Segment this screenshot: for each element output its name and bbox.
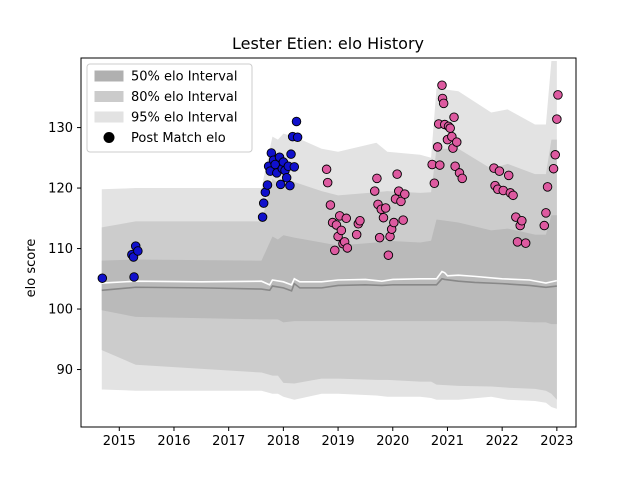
elo-point-late-32 xyxy=(400,189,410,199)
elo-point-early-3 xyxy=(129,272,139,282)
elo-point-late-44 xyxy=(445,123,455,133)
legend-swatch-2 xyxy=(94,111,124,123)
elo-point-late-64 xyxy=(520,238,531,248)
y-tick-label-100: 100 xyxy=(48,303,73,318)
y-tick-label-120: 120 xyxy=(48,182,73,197)
axes: 2015 2016 2017 2018 2019 2020 2021 2022 2023 90 10… xyxy=(48,57,577,449)
elo-point-late-22 xyxy=(380,203,391,213)
elo-point-late-61 xyxy=(512,237,523,247)
elo-point-late-68 xyxy=(548,163,559,174)
x-tick-label-2021: 2021 xyxy=(431,434,464,449)
elo-point-late-40 xyxy=(438,98,449,109)
elo-point-late-19 xyxy=(374,232,385,243)
elo-point-early-23 xyxy=(285,180,295,191)
elo-point-early-26 xyxy=(289,162,300,172)
legend-swatch-0 xyxy=(94,70,124,82)
elo-point-late-12 xyxy=(342,243,353,253)
elo-point-late-63 xyxy=(517,215,527,226)
y-axis-label: elo score xyxy=(24,239,39,298)
elo-point-early-28 xyxy=(292,132,303,142)
elo-point-late-71 xyxy=(553,90,563,100)
elo-point-late-48 xyxy=(450,161,460,172)
x-tick-label-2015: 2015 xyxy=(103,434,136,449)
elo-point-late-8 xyxy=(336,225,347,236)
x-tick-label-2020: 2020 xyxy=(376,434,409,449)
elo-point-late-55 xyxy=(494,166,505,176)
elo-point-late-57 xyxy=(503,170,514,181)
elo-point-early-7 xyxy=(258,198,269,208)
elo-point-early-21 xyxy=(281,173,292,183)
x-tick-label-2022: 2022 xyxy=(486,434,519,449)
elo-point-late-65 xyxy=(539,220,550,231)
legend-label-1: 80% elo Interval xyxy=(131,90,238,105)
x-tick-label-2019: 2019 xyxy=(322,434,355,449)
elo-point-late-35 xyxy=(432,142,443,152)
y-tick-label-90: 90 xyxy=(56,363,73,378)
elo-point-late-26 xyxy=(389,217,399,228)
mean-elo-line xyxy=(101,270,558,286)
x-tick-label-2023: 2023 xyxy=(540,434,573,449)
elo-point-late-66 xyxy=(541,208,551,218)
elo-point-late-67 xyxy=(542,182,553,192)
elo-point-early-6 xyxy=(257,212,268,222)
legend-label-3: Post Match elo xyxy=(131,131,226,146)
elo-point-late-1 xyxy=(322,177,333,188)
elo-point-late-23 xyxy=(383,250,394,260)
elo-point-early-0 xyxy=(97,273,108,283)
legend: 50% elo Interval 80% elo Interval 95% elo … xyxy=(86,63,253,153)
legend-swatch-1 xyxy=(94,91,124,102)
elo-point-late-47 xyxy=(449,112,459,123)
y-tick-label-110: 110 xyxy=(48,242,73,257)
elo-point-late-37 xyxy=(435,160,445,170)
elo-point-late-31 xyxy=(398,215,408,225)
elo-point-late-70 xyxy=(552,114,562,124)
elo-point-late-16 xyxy=(369,186,380,196)
elo-point-late-30 xyxy=(396,196,406,207)
plot-frame xyxy=(80,57,577,428)
x-tick-label-2018: 2018 xyxy=(267,434,300,449)
y-tick-label-130: 130 xyxy=(48,121,73,136)
band-50-interval xyxy=(101,215,557,325)
legend-marker-3 xyxy=(103,132,115,143)
legend-box xyxy=(86,63,253,153)
plot-area xyxy=(97,61,563,409)
legend-label-0: 50% elo Interval xyxy=(131,70,238,85)
elo-point-late-49 xyxy=(452,137,462,147)
elo-point-late-34 xyxy=(429,178,440,188)
elo-point-early-9 xyxy=(262,180,273,190)
median-elo-line xyxy=(101,277,557,292)
elo-point-late-4 xyxy=(330,245,340,256)
elo-point-late-0 xyxy=(321,164,332,175)
elo-point-late-28 xyxy=(392,169,402,179)
x-tick-label-2016: 2016 xyxy=(157,434,190,449)
elo-point-early-24 xyxy=(286,149,296,159)
elo-point-late-51 xyxy=(457,173,467,184)
chart-title: Lester Etien: elo History xyxy=(232,34,424,53)
elo-point-early-27 xyxy=(291,116,302,127)
elo-point-late-59 xyxy=(508,190,518,201)
x-tick-label-2017: 2017 xyxy=(212,434,245,449)
legend-label-2: 95% elo Interval xyxy=(131,111,238,126)
elo-point-early-5 xyxy=(133,246,143,256)
elo-point-late-21 xyxy=(378,212,389,223)
elo-point-early-17 xyxy=(275,179,286,190)
elo-point-late-11 xyxy=(341,213,352,224)
elo-point-late-13 xyxy=(351,229,362,240)
elo-point-late-69 xyxy=(550,150,560,160)
elo-point-late-38 xyxy=(437,80,447,90)
elo-point-late-15 xyxy=(355,215,365,226)
elo-point-late-2 xyxy=(325,200,336,210)
elo-point-late-17 xyxy=(372,173,382,184)
